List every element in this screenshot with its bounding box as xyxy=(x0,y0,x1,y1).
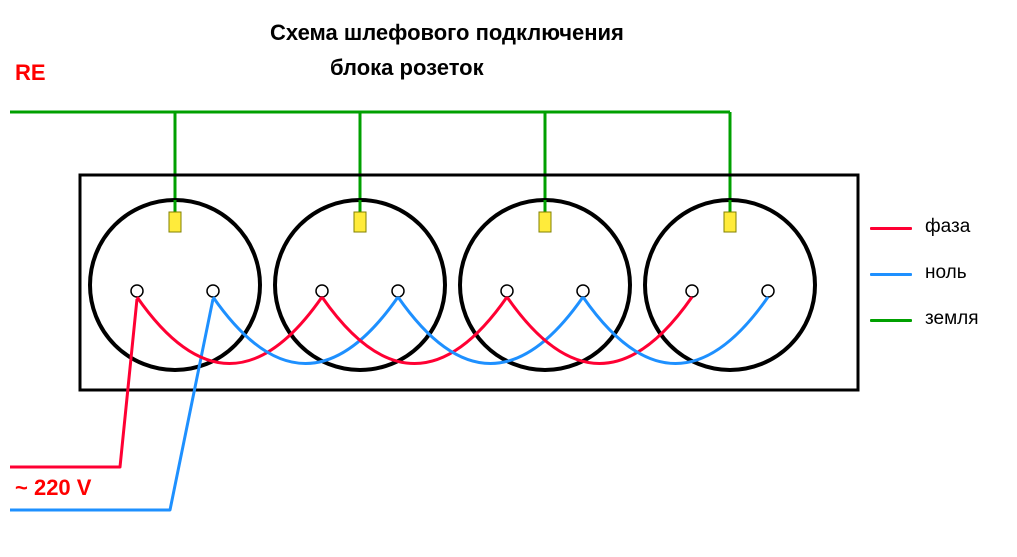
wiring-svg xyxy=(0,0,1017,557)
diagram-canvas: Схема шлефового подключения блока розето… xyxy=(0,0,1017,557)
